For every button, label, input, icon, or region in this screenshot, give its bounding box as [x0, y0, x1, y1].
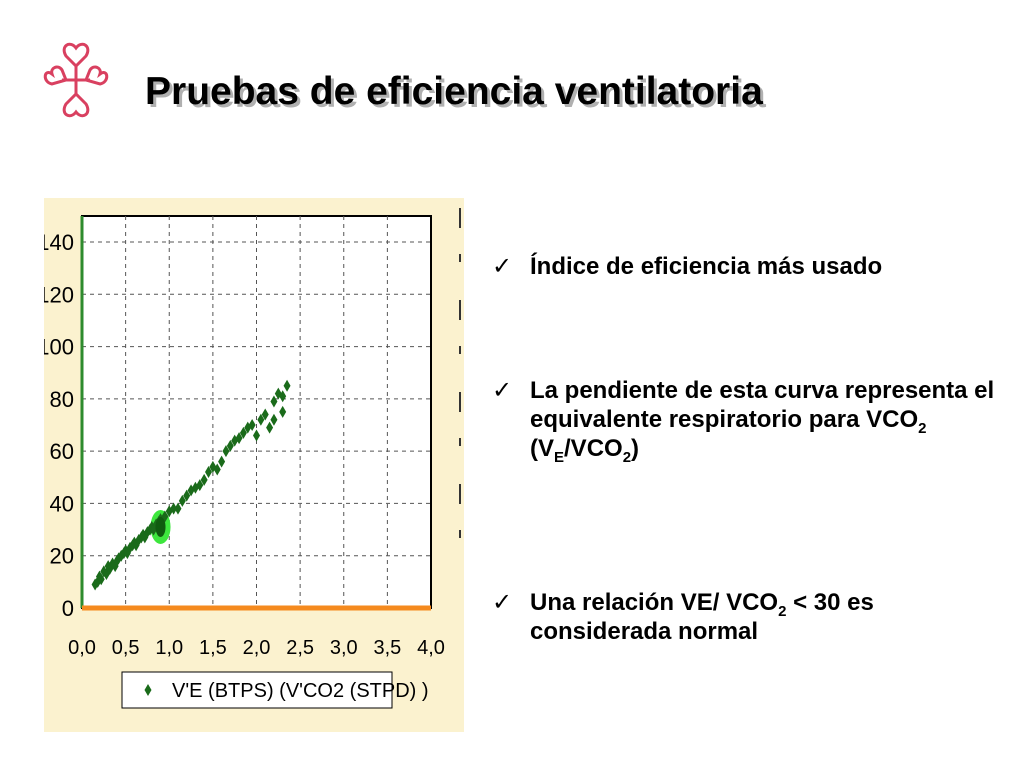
- checkmark-icon: ✓: [492, 252, 513, 280]
- checkmark-icon: ✓: [492, 588, 513, 616]
- y-tick-label: 100: [44, 335, 74, 360]
- data-point: [235, 432, 243, 445]
- data-point: [97, 573, 105, 586]
- highlight-center: [155, 516, 166, 537]
- cross-hearts-logo-icon: [43, 42, 109, 118]
- y-tick-label: 80: [50, 387, 74, 412]
- bullet-text: La pendiente de esta curva representa el…: [530, 377, 995, 466]
- bullet-item: ✓ Índice de eficiencia más usado: [492, 252, 1012, 281]
- data-point: [226, 439, 234, 452]
- data-point: [150, 523, 158, 536]
- y-tick-label: 140: [44, 230, 74, 255]
- chart-svg: 0 20 40 60 80 100 120 140 0,0 0,5 1,0 1,5 2,0 2,5 3,0 3…: [44, 208, 461, 709]
- bullet-text: Una relación VE/ VCO2 < 30 es considerad…: [530, 589, 874, 645]
- data-point: [218, 455, 226, 468]
- data-point: [143, 526, 151, 539]
- x-tick-label: 2,5: [286, 637, 314, 659]
- y-tick-label: 60: [50, 439, 74, 464]
- data-point: [248, 419, 256, 431]
- y-tick-label: 40: [50, 491, 74, 516]
- data-point: [205, 466, 213, 479]
- data-point: [270, 413, 278, 426]
- page-title: Pruebas de eficiencia ventilatoria: [145, 70, 763, 113]
- data-point: [174, 502, 182, 515]
- legend-label: V'E (BTPS) (V'CO2 (STPD) ): [172, 680, 429, 702]
- legend-marker: [144, 684, 152, 696]
- data-point: [123, 547, 131, 560]
- y-tick-label: 120: [44, 282, 74, 307]
- y-tick-label: 0: [62, 596, 74, 621]
- x-tick-label: 1,5: [199, 637, 227, 659]
- x-tick-label: 3,0: [330, 637, 358, 659]
- legend-box: [121, 671, 393, 709]
- bullet-item: ✓ La pendiente de esta curva representa e…: [492, 376, 1012, 466]
- checkmark-icon: ✓: [492, 376, 513, 404]
- x-tick-label: 0,0: [68, 637, 96, 659]
- data-point: [279, 405, 287, 418]
- data-point: [196, 479, 204, 492]
- x-tick-label: 1,0: [155, 637, 183, 659]
- data-point: [183, 489, 191, 502]
- data-point: [111, 560, 119, 573]
- y-tick-label: 20: [50, 544, 74, 569]
- data-point: [279, 390, 287, 403]
- x-tick-label: 4,0: [417, 637, 445, 659]
- bullet-item: ✓ Una relación VE/ VCO2 < 30 es considera…: [492, 588, 1012, 646]
- data-point: [253, 429, 260, 442]
- data-point: [283, 379, 291, 392]
- x-tick-label: 0,5: [112, 637, 140, 659]
- data-point: [213, 463, 221, 476]
- data-point: [239, 426, 247, 439]
- data-point: [100, 565, 108, 578]
- x-tick-label: 2,0: [243, 637, 271, 659]
- data-point: [222, 445, 230, 458]
- x-tick-label: 3,5: [373, 637, 401, 659]
- data-point: [257, 413, 265, 426]
- scatter-chart: 0 20 40 60 80 100 120 140 0,0 0,5 1,0 1,5 2,0 2,5 3,0 3…: [44, 198, 464, 732]
- bullet-text: Índice de eficiencia más usado: [530, 253, 883, 280]
- data-point: [178, 494, 186, 507]
- data-point: [170, 502, 178, 515]
- data-point: [261, 408, 269, 421]
- data-point: [200, 473, 208, 486]
- data-point: [270, 395, 278, 408]
- data-point: [266, 421, 274, 434]
